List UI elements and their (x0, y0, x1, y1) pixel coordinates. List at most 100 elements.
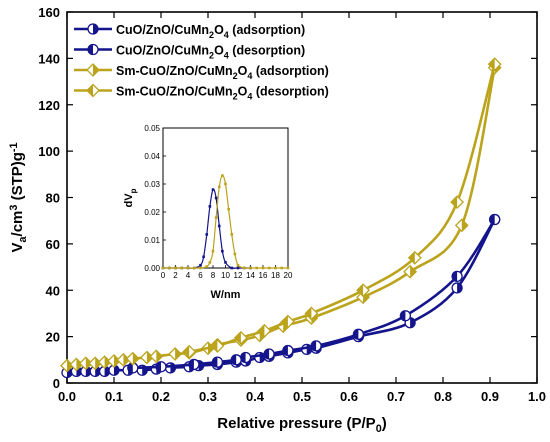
legend-swatch-marker (87, 43, 99, 56)
marker-fill (240, 352, 246, 363)
inset-data-point (242, 266, 246, 270)
data-point (304, 306, 319, 321)
x-tick-label: 0.0 (58, 389, 76, 404)
data-point (356, 283, 371, 298)
legend-label: Sm-CuO/ZnO/CuMn2​O4​ (adsorption) (116, 64, 329, 81)
series-2 (127, 213, 501, 374)
marker-fill (88, 44, 93, 55)
inset-y-axis-title: dVp​ (123, 188, 138, 207)
inset-data-point (180, 266, 184, 270)
y-tick-label: 80 (46, 191, 60, 206)
marker-fill (132, 352, 139, 365)
legend-item: CuO/ZnO/CuMn2​O4​ (adsorption) (74, 23, 305, 40)
marker-fill (76, 358, 83, 371)
inset-y-tick-label: 0.05 (144, 124, 160, 133)
marker-fill (410, 317, 416, 328)
y-tick-label: 60 (46, 237, 60, 252)
inset-x-tick-label: 16 (259, 271, 268, 280)
inset-data-point (186, 266, 190, 270)
y-axis-title: Va​/cm3​ (STP)g-1​ (8, 142, 29, 252)
data-point (168, 347, 183, 361)
marker-fill (188, 359, 194, 370)
data-point (188, 358, 200, 371)
data-point (70, 365, 83, 378)
x-tick-label: 0.8 (434, 389, 452, 404)
data-point (352, 328, 365, 340)
data-point (149, 349, 164, 364)
marker-fill (305, 307, 312, 320)
inset-data-point (224, 261, 227, 264)
legend-label: Sm-CuO/ZnO/CuMn2​O4​ (desorption) (116, 85, 329, 102)
marker-fill (67, 359, 73, 372)
inset-y-tick-label: 0.03 (144, 180, 160, 189)
inset-data-point (280, 266, 284, 270)
inset-data-point (274, 266, 277, 270)
y-tick-label: 40 (46, 283, 60, 298)
inset-data-point (286, 266, 290, 270)
inset-data-point (249, 266, 252, 270)
marker-fill (400, 310, 406, 321)
data-point (263, 348, 275, 360)
inset-data-point (217, 185, 221, 189)
marker-fill (264, 349, 270, 360)
inset-data-point (261, 266, 265, 270)
data-point (155, 361, 167, 373)
marker-fill (282, 345, 288, 356)
marker-fill (451, 196, 458, 209)
y-tick-label: 160 (38, 5, 60, 20)
marker-fill (104, 366, 110, 377)
marker-fill (211, 339, 218, 352)
inset-data-point (227, 207, 230, 211)
inset-data-point (236, 266, 240, 270)
marker-fill (353, 329, 359, 340)
data-point (257, 323, 272, 338)
data-point (233, 330, 248, 345)
marker-fill (114, 365, 120, 376)
x-tick-label: 0.5 (293, 389, 311, 404)
inset-data-point (221, 249, 224, 253)
data-point (403, 264, 418, 279)
data-point (454, 218, 469, 233)
inset-x-tick-label: 8 (211, 271, 216, 280)
marker-fill (408, 251, 415, 264)
marker-fill (212, 357, 218, 368)
inset-y-tick-label: 0.02 (144, 208, 160, 217)
marker-fill (457, 282, 463, 293)
legend-item: Sm-CuO/ZnO/CuMn2​O4​ (desorption) (74, 83, 329, 102)
marker-fill (95, 357, 102, 370)
inset-data-point (199, 266, 202, 270)
inset-data-point (208, 205, 212, 208)
inset-x-tick-label: 20 (284, 271, 293, 280)
inset-y-tick-label: 0.04 (144, 152, 160, 161)
legend-swatch-marker (86, 83, 100, 98)
inset-data-point (230, 266, 234, 270)
data-point (451, 282, 463, 294)
marker-fill (104, 356, 111, 369)
series-4 (182, 57, 502, 359)
inset-y-tick-label: 0.00 (144, 264, 160, 273)
marker-fill (183, 345, 190, 358)
marker-fill (281, 315, 288, 328)
y-tick-label: 100 (38, 144, 60, 159)
inset-data-point (167, 266, 171, 270)
inset-data-point (192, 266, 196, 270)
inset-data-point (161, 266, 165, 270)
marker-fill (258, 324, 265, 337)
x-tick-label: 0.3 (199, 389, 217, 404)
inset-data-point (214, 216, 218, 219)
data-point (489, 213, 501, 226)
y-tick-label: 0 (53, 376, 60, 391)
data-point (164, 362, 177, 374)
data-point (182, 344, 197, 359)
inset-data-point (205, 265, 209, 268)
inset-data-point (236, 263, 240, 267)
inset-x-tick-label: 18 (271, 271, 280, 280)
inset-data-point (174, 266, 177, 270)
data-point (451, 270, 463, 282)
inset-x-axis-title: W/nm (211, 289, 241, 301)
data-point (239, 351, 252, 364)
inset-x-tick-label: 0 (161, 271, 166, 280)
legend-item: CuO/ZnO/CuMn2​O4​ (desorption) (74, 44, 305, 61)
data-point (310, 340, 322, 352)
